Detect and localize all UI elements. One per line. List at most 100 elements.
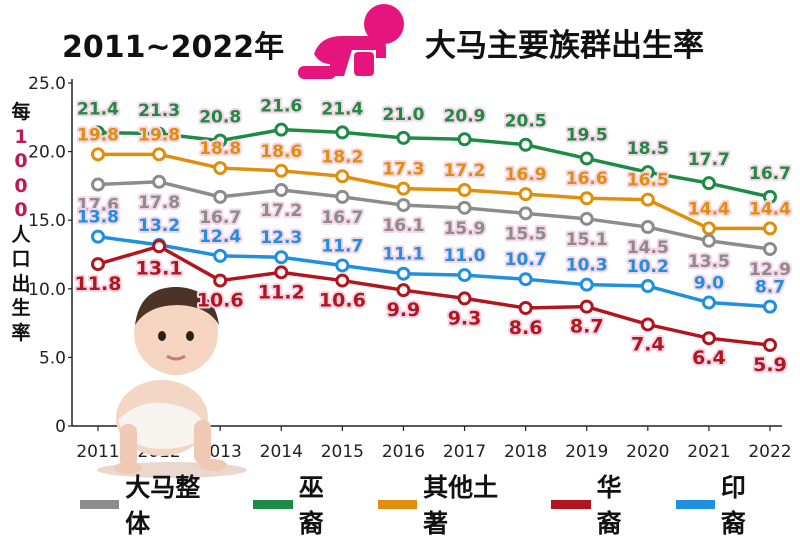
data-label: 11.7 xyxy=(321,236,363,256)
data-label: 9.9 xyxy=(387,299,421,321)
y-axis-label-char: 每 xyxy=(11,101,31,123)
data-label: 13.2 xyxy=(138,216,180,236)
data-point xyxy=(579,211,594,226)
x-tick-label: 2011 xyxy=(76,442,119,462)
axes: 05.010.015.020.025.020112012201320142015… xyxy=(28,74,791,462)
data-label: 18.5 xyxy=(627,139,669,159)
data-point xyxy=(213,248,228,263)
legend-swatch xyxy=(80,499,120,509)
data-label: 21.6 xyxy=(260,97,302,117)
x-tick-label: 2017 xyxy=(443,442,486,462)
data-point xyxy=(91,257,105,272)
x-tick-label: 2020 xyxy=(626,442,669,462)
data-label: 17.8 xyxy=(138,193,180,213)
y-axis-label-char: 率 xyxy=(11,321,31,344)
chart-legend: 大马整体 巫裔 其他土著 华裔 印裔 xyxy=(80,473,800,538)
data-point xyxy=(91,147,105,162)
data-point xyxy=(213,161,228,176)
data-point xyxy=(274,183,289,198)
series-大马整体 xyxy=(91,174,777,257)
x-tick-label: 2021 xyxy=(687,442,730,462)
data-label: 5.9 xyxy=(753,354,787,376)
data-point xyxy=(518,301,533,316)
legend-item: 大马整体 xyxy=(80,468,223,540)
x-tick-label: 2022 xyxy=(748,442,791,462)
chart-title-left: 2011~2022年 xyxy=(62,30,285,65)
data-label: 17.7 xyxy=(688,150,730,170)
legend-label: 大马整体 xyxy=(125,473,201,538)
data-point xyxy=(701,331,716,346)
data-label: 16.1 xyxy=(382,216,424,236)
data-label: 11.0 xyxy=(444,246,486,266)
legend-swatch xyxy=(675,499,715,509)
data-point xyxy=(701,176,716,191)
data-point xyxy=(335,169,350,184)
data-point xyxy=(396,283,411,298)
data-point xyxy=(579,277,594,292)
data-point xyxy=(274,163,289,178)
data-label: 7.4 xyxy=(631,333,665,355)
data-label: 10.6 xyxy=(319,290,366,312)
data-label: 18.6 xyxy=(260,142,302,162)
data-label: 17.6 xyxy=(77,196,119,216)
data-point xyxy=(152,147,167,162)
legend-item: 华裔 xyxy=(551,468,645,540)
data-point xyxy=(701,233,716,248)
data-label: 9.3 xyxy=(448,307,482,329)
data-label: 18.8 xyxy=(199,139,241,159)
legend-item: 印裔 xyxy=(675,468,770,540)
data-label: 17.2 xyxy=(260,201,302,221)
data-point xyxy=(152,126,167,141)
series-layer xyxy=(91,122,777,353)
data-label: 6.4 xyxy=(692,347,726,369)
data-label: 19.8 xyxy=(77,125,119,145)
data-label: 11.1 xyxy=(382,245,424,265)
data-label: 9.0 xyxy=(694,274,724,294)
series-印裔 xyxy=(91,229,777,314)
data-label: 20.9 xyxy=(444,106,486,126)
legend-label: 华裔 xyxy=(596,473,622,538)
data-point xyxy=(274,265,289,280)
data-label: 21.3 xyxy=(138,101,180,121)
x-tick-label: 2016 xyxy=(382,442,425,462)
data-label: 21.4 xyxy=(321,99,363,119)
data-label: 17.3 xyxy=(382,160,424,180)
data-label: 16.5 xyxy=(627,171,669,191)
data-label: 10.7 xyxy=(505,250,547,270)
data-label: 16.6 xyxy=(566,169,608,189)
data-point xyxy=(91,177,105,192)
data-label: 8.7 xyxy=(570,316,604,338)
data-label: 21.4 xyxy=(77,99,119,119)
y-axis-label-char: 出 xyxy=(11,272,31,295)
data-point xyxy=(152,174,167,189)
y-tick-label: 25.0 xyxy=(28,74,66,94)
data-point xyxy=(763,189,777,204)
series-华裔 xyxy=(91,239,777,353)
series-line xyxy=(97,127,771,199)
data-label: 16.7 xyxy=(321,208,363,228)
data-point xyxy=(763,299,777,314)
y-axis-label-char: 人 xyxy=(11,223,31,246)
data-point xyxy=(763,221,777,236)
data-point xyxy=(457,200,472,215)
data-point xyxy=(91,229,105,244)
y-tick-label: 20.0 xyxy=(28,143,66,163)
data-label: 14.4 xyxy=(749,199,791,219)
data-point xyxy=(640,165,655,180)
legend-swatch xyxy=(551,499,591,509)
data-label: 13.8 xyxy=(77,208,119,228)
data-label: 21.0 xyxy=(382,105,424,125)
data-label: 20.8 xyxy=(199,108,241,128)
legend-item: 其他土著 xyxy=(377,468,521,540)
data-point xyxy=(213,273,228,288)
data-label: 13.5 xyxy=(688,252,730,272)
data-label: 19.5 xyxy=(566,125,608,145)
data-point xyxy=(457,268,472,283)
data-point xyxy=(396,181,411,196)
data-point xyxy=(763,338,777,353)
data-label: 18.2 xyxy=(321,147,363,167)
data-point xyxy=(396,130,411,145)
data-label: 16.7 xyxy=(199,208,241,228)
